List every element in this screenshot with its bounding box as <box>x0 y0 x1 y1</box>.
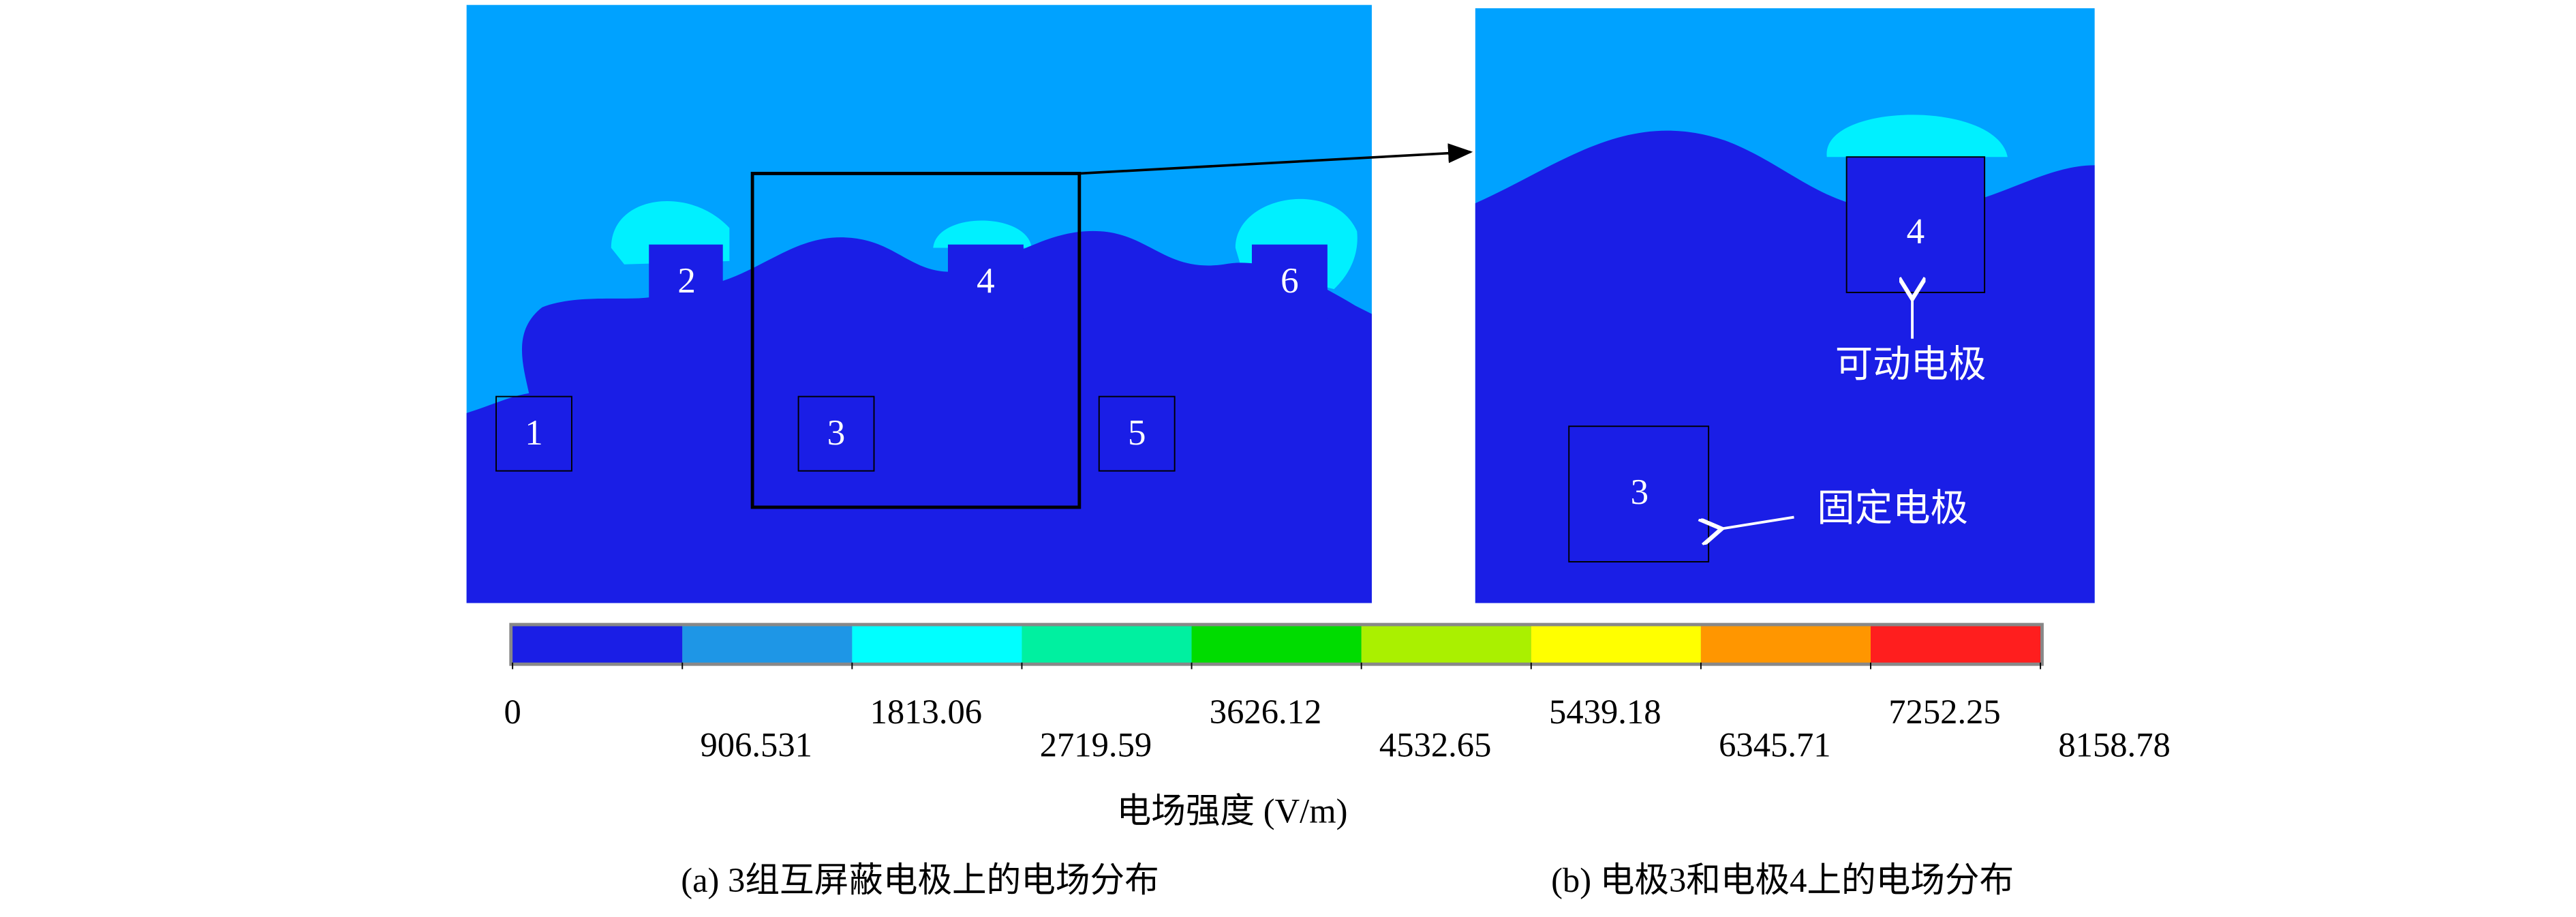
electrode-label: 5 <box>1128 412 1146 453</box>
zoom-arrow <box>1079 143 1473 175</box>
colorbar-segment <box>852 626 1022 663</box>
colorbar-tick-label: 906.531 <box>700 725 812 764</box>
colorbar-tick-label: 4532.65 <box>1379 725 1492 764</box>
electrode-label: 4 <box>1907 211 1925 251</box>
colorbar-tick-label: 7252.25 <box>1888 693 2001 731</box>
colorbar-tick-label: 3626.12 <box>1210 693 1322 731</box>
electrode-label: 6 <box>1281 260 1299 301</box>
colorbar-segment <box>1871 626 2041 663</box>
colorbar: 0 906.531 1813.06 2719.59 3626.12 4532.65 5439… <box>504 622 2171 764</box>
colorbar-tick-label: 1813.06 <box>870 693 983 731</box>
panel-b: 4 3 可动电极 固定电极 <box>1475 8 2095 603</box>
electrode-label: 2 <box>677 260 696 301</box>
electrode-label: 3 <box>1631 472 1649 512</box>
colorbar-segment <box>682 626 853 663</box>
colorbar-tick-label: 8158.78 <box>2058 725 2171 764</box>
colorbar-segment <box>1531 626 1701 663</box>
colorbar-tick-label: 5439.18 <box>1549 693 1661 731</box>
zoom-box <box>750 172 1082 509</box>
colorbar-tick-label: 0 <box>504 693 521 731</box>
electrode-label: 3 <box>827 412 846 453</box>
colorbar-segment <box>1191 626 1362 663</box>
movable-label: 可动电极 <box>1835 344 1987 386</box>
colorbar-segment <box>1700 626 1871 663</box>
colorbar-segment <box>1022 626 1192 663</box>
colorbar-label: 电场强度 (V/m) <box>1117 792 1348 830</box>
colorbar-segment <box>1361 626 1531 663</box>
panel-a: 1 2 3 4 5 6 <box>466 5 1372 603</box>
colorbar-tick-label: 2719.59 <box>1040 725 1152 764</box>
caption: (b) 电极3和电极4上的电场分布 <box>1551 861 2014 899</box>
electrode-label: 4 <box>977 260 995 301</box>
arrow <box>1721 515 1794 529</box>
caption: (a) 3组互屏蔽电极上的电场分布 <box>681 861 1159 899</box>
colorbar-tick-label: 6345.71 <box>1719 725 1831 764</box>
colorbar-segment <box>512 626 683 663</box>
fixed-label: 固定电极 <box>1817 487 1968 530</box>
electrode-label: 1 <box>525 412 543 453</box>
